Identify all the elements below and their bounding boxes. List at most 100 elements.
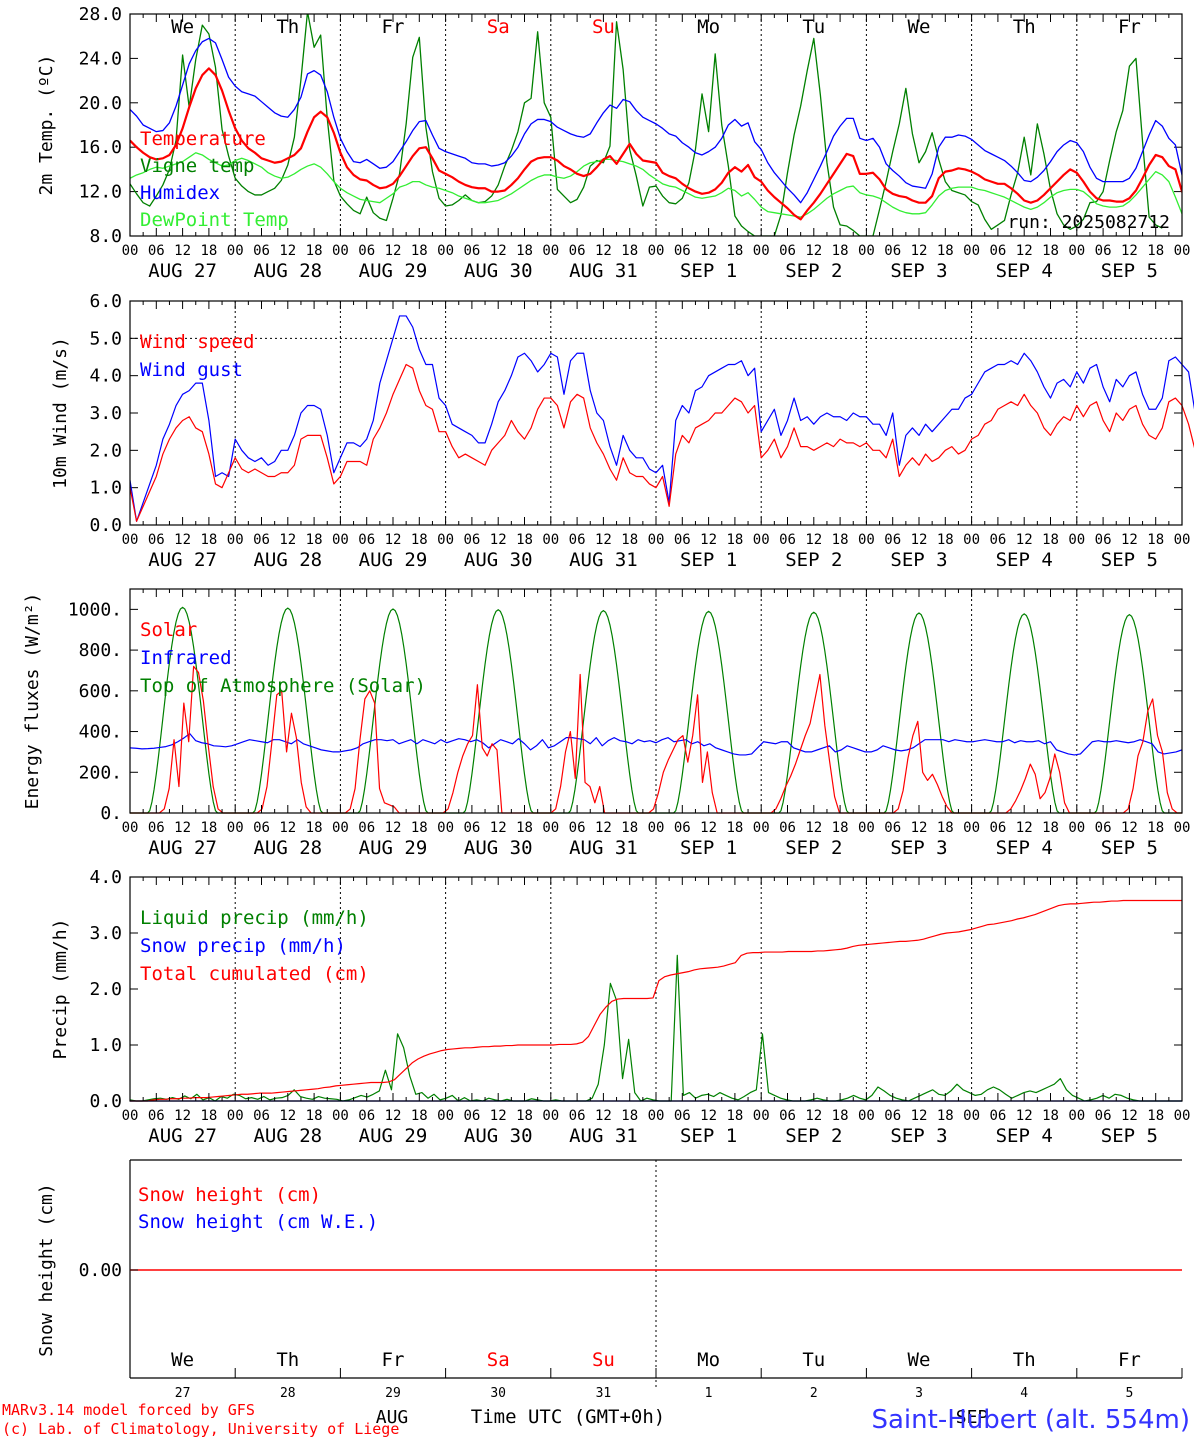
hour-tick-label: 00 [437, 1108, 454, 1124]
hour-tick-label: 06 [1095, 820, 1112, 836]
date-tick-label: SEP 1 [680, 549, 737, 571]
date-tick-label: AUG 30 [464, 837, 533, 859]
hour-tick-label: 12 [490, 243, 507, 259]
weekday-label: Th [1013, 16, 1036, 38]
hour-tick-label: 00 [1068, 1108, 1085, 1124]
date-tick-label: AUG 27 [148, 1125, 217, 1147]
hour-tick-label: 06 [884, 1108, 901, 1124]
y-axis-label: Precip (mm/h) [50, 919, 71, 1060]
hour-tick-label: 00 [227, 532, 244, 548]
plot-frame-0 [129, 13, 1183, 237]
hour-tick-label: 06 [358, 820, 375, 836]
date-tick-label: SEP 4 [996, 549, 1053, 571]
hour-tick-label: 12 [1016, 243, 1033, 259]
hour-tick-label: 00 [648, 1108, 665, 1124]
hour-tick-label: 00 [542, 820, 559, 836]
hour-tick-label: 18 [726, 532, 743, 548]
hour-tick-label: 06 [463, 532, 480, 548]
hour-tick-label: 00 [858, 532, 875, 548]
hour-tick-label: 06 [989, 243, 1006, 259]
model-credit: MARv3.14 model forced by GFS [2, 1401, 255, 1419]
hour-tick-label: 18 [832, 820, 849, 836]
hour-tick-label: 12 [385, 1108, 402, 1124]
hour-tick-label: 12 [805, 243, 822, 259]
hour-tick-label: 00 [122, 1108, 139, 1124]
hour-tick-label: 06 [1095, 243, 1112, 259]
hour-tick-label: 18 [200, 243, 217, 259]
station-name: Saint-Hubert (alt. 554m) [871, 1405, 1190, 1435]
date-tick-label: SEP 2 [785, 837, 842, 859]
plot-frame-3 [129, 876, 1183, 1102]
y-axis-label: 2m Temp. (ºC) [36, 55, 57, 196]
hour-tick-label: 00 [1174, 820, 1191, 836]
day-number-label: 3 [915, 1386, 923, 1401]
hour-tick-label: 12 [490, 1108, 507, 1124]
hour-tick-label: 12 [1121, 243, 1138, 259]
date-tick-label: AUG 31 [569, 1125, 638, 1147]
hour-tick-label: 18 [306, 820, 323, 836]
date-tick-label: AUG 30 [464, 549, 533, 571]
hour-tick-label: 00 [542, 1108, 559, 1124]
legend-entry: Top of Atmosphere (Solar) [140, 675, 426, 697]
month-label-sep: SEP [956, 1407, 989, 1428]
line-infrared [129, 732, 1183, 756]
hour-tick-label: 18 [1147, 1108, 1164, 1124]
date-tick-label: SEP 4 [996, 837, 1053, 859]
date-tick-label: SEP 5 [1101, 549, 1158, 571]
y-tick-label: 3.0 [89, 923, 122, 944]
date-tick-label: SEP 5 [1101, 1125, 1158, 1147]
hour-tick-label: 12 [385, 820, 402, 836]
hour-tick-label: 18 [1147, 532, 1164, 548]
hour-tick-label: 00 [753, 820, 770, 836]
legend-entry: Liquid precip (mm/h) [140, 907, 369, 929]
hour-tick-label: 12 [700, 820, 717, 836]
y-tick-label: 2.0 [89, 440, 122, 461]
hour-tick-label: 06 [463, 243, 480, 259]
hour-tick-label: 18 [1042, 243, 1059, 259]
hour-tick-label: 06 [779, 243, 796, 259]
plot-frame-1 [129, 300, 1183, 526]
hour-tick-label: 06 [989, 532, 1006, 548]
weekday-label: Tu [802, 16, 825, 38]
hour-tick-label: 18 [200, 1108, 217, 1124]
hour-tick-label: 00 [542, 243, 559, 259]
hour-tick-label: 18 [1042, 820, 1059, 836]
legend-entry: Wind gust [140, 359, 243, 381]
hour-tick-label: 12 [595, 1108, 612, 1124]
weekday-label: Sa [487, 16, 510, 38]
hour-tick-label: 18 [726, 243, 743, 259]
date-tick-label: AUG 30 [464, 260, 533, 282]
day-number-label: 5 [1125, 1386, 1133, 1401]
weekday-label: Fr [1118, 16, 1141, 38]
line-wind-speed [129, 363, 1194, 522]
y-axis-label: Snow height (cm) [36, 1183, 57, 1356]
hour-tick-label: 00 [648, 532, 665, 548]
y-tick-label: 3.0 [89, 403, 122, 424]
hour-tick-label: 18 [306, 532, 323, 548]
day-number-label: 2 [810, 1386, 818, 1401]
hour-tick-label: 12 [174, 243, 191, 259]
hour-tick-label: 00 [122, 243, 139, 259]
y-tick-label: 12.0 [79, 182, 122, 203]
y-tick-label: 1.0 [89, 478, 122, 499]
hour-tick-label: 06 [779, 820, 796, 836]
hour-tick-label: 12 [595, 243, 612, 259]
y-tick-label: 0.0 [89, 515, 122, 536]
weekday-label: Mo [697, 16, 720, 38]
hour-tick-label: 06 [148, 1108, 165, 1124]
hour-tick-label: 06 [358, 1108, 375, 1124]
hour-tick-label: 12 [700, 532, 717, 548]
hour-tick-label: 00 [122, 532, 139, 548]
day-number-label: 29 [385, 1386, 401, 1401]
hour-tick-label: 12 [805, 532, 822, 548]
y-tick-label: 16.0 [79, 137, 122, 158]
hour-tick-label: 06 [779, 532, 796, 548]
run-note: run: 2025082712 [1007, 212, 1170, 233]
hour-tick-label: 12 [490, 532, 507, 548]
hour-tick-label: 00 [753, 1108, 770, 1124]
y-tick-label: 4.0 [89, 366, 122, 387]
hour-tick-label: 12 [595, 820, 612, 836]
hour-tick-label: 00 [332, 1108, 349, 1124]
legend-entry: Total cumulated (cm) [140, 963, 369, 985]
